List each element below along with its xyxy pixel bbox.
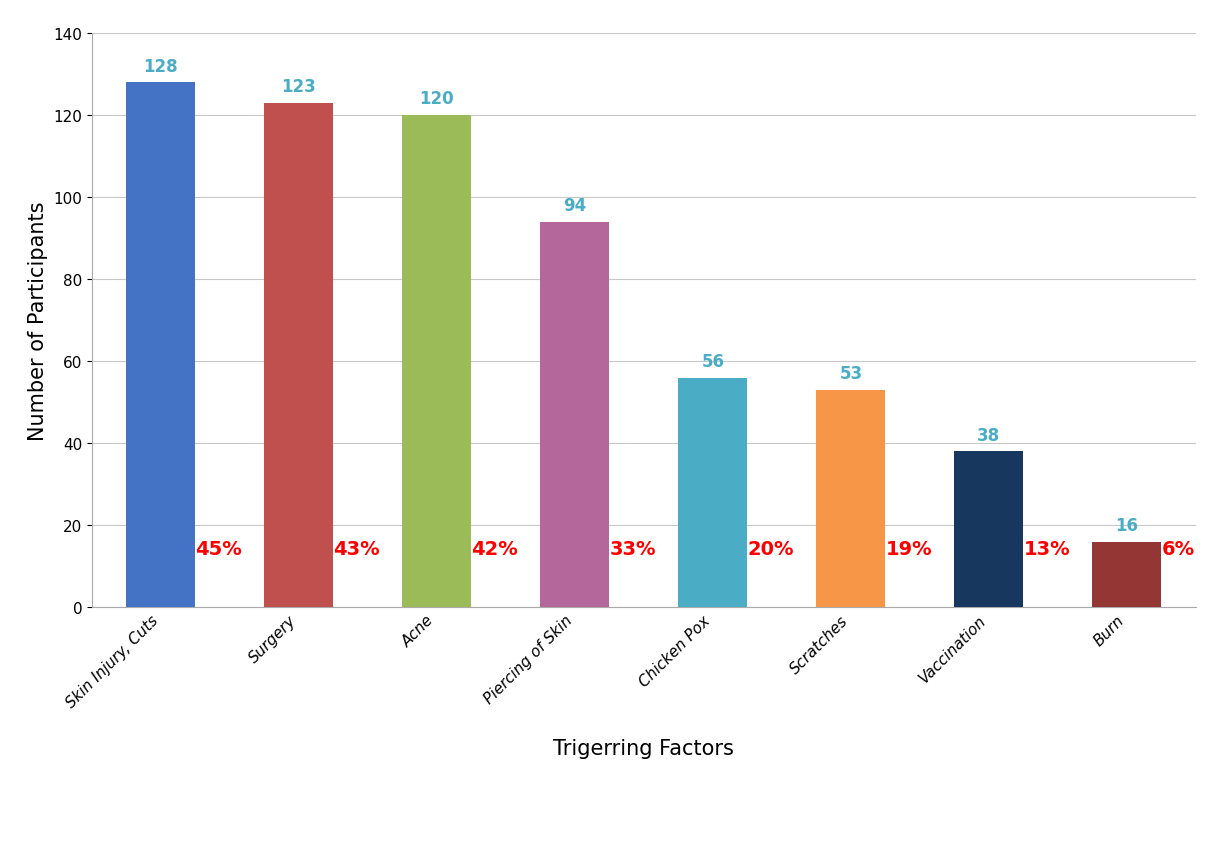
Text: 94: 94 <box>563 197 587 215</box>
Bar <box>816 391 886 608</box>
Text: 6%: 6% <box>1161 539 1194 559</box>
Text: 42%: 42% <box>471 539 518 559</box>
Text: 43%: 43% <box>334 539 380 559</box>
Text: 45%: 45% <box>195 539 242 559</box>
Bar <box>264 104 334 608</box>
Text: 16: 16 <box>1115 517 1139 535</box>
Text: 33%: 33% <box>610 539 656 559</box>
Bar <box>955 452 1023 608</box>
Text: 38: 38 <box>977 426 1000 445</box>
Bar <box>540 222 610 608</box>
Text: 13%: 13% <box>1023 539 1070 559</box>
Text: 53: 53 <box>839 365 863 383</box>
X-axis label: Trigerring Factors: Trigerring Factors <box>553 738 734 758</box>
Bar <box>402 116 471 608</box>
Text: 128: 128 <box>144 57 178 76</box>
Text: 56: 56 <box>702 353 724 371</box>
Bar <box>1092 542 1161 608</box>
Bar <box>679 378 747 608</box>
Text: 20%: 20% <box>747 539 794 559</box>
Bar <box>126 83 195 608</box>
Text: 123: 123 <box>281 78 317 96</box>
Text: 120: 120 <box>420 90 454 108</box>
Y-axis label: Number of Participants: Number of Participants <box>28 201 48 441</box>
Text: 19%: 19% <box>886 539 933 559</box>
